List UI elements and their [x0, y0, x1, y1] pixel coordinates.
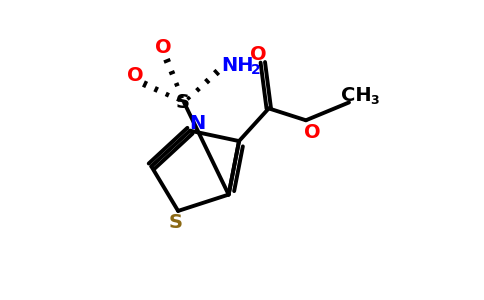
- Text: S: S: [176, 93, 190, 112]
- Text: 2: 2: [251, 63, 260, 77]
- Text: O: O: [127, 66, 143, 85]
- Text: N: N: [189, 114, 206, 133]
- Text: O: O: [155, 38, 171, 57]
- Text: 3: 3: [370, 94, 378, 106]
- Text: S: S: [168, 213, 182, 232]
- Text: O: O: [250, 45, 267, 64]
- Text: O: O: [303, 123, 320, 142]
- Text: NH: NH: [221, 56, 254, 75]
- Text: CH: CH: [341, 85, 372, 104]
